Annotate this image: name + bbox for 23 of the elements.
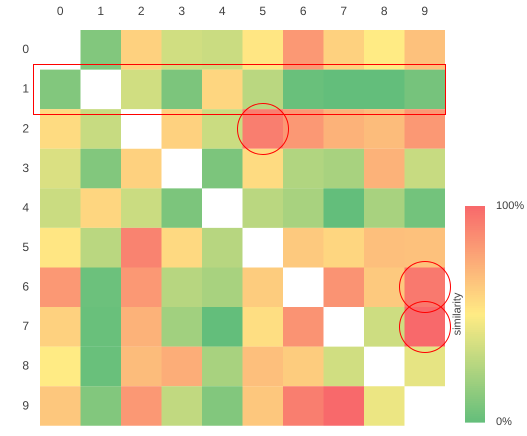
x-tick-label: 4 — [218, 4, 226, 18]
color-bar-title: similarity — [452, 292, 464, 336]
y-tick-label: 5 — [22, 240, 30, 254]
y-tick-label: 8 — [22, 358, 30, 373]
y-tick-label: 0 — [22, 42, 30, 56]
x-tick-label: 8 — [380, 4, 388, 18]
x-tick-label: 0 — [56, 4, 64, 18]
color-bar-label: 100% — [496, 200, 524, 212]
y-tick-label: 9 — [22, 398, 30, 412]
x-tick-label: 3 — [178, 4, 186, 18]
y-tick-label: 3 — [22, 160, 30, 175]
x-tick-label: 9 — [421, 4, 428, 18]
y-tick-label: 6 — [22, 280, 30, 294]
x-tick-label: 2 — [138, 4, 145, 18]
x-tick-label: 5 — [259, 4, 266, 18]
color-bar-label: 0% — [496, 416, 512, 428]
x-tick-label: 7 — [340, 4, 348, 18]
y-tick-label: 4 — [22, 200, 30, 214]
y-tick-label: 7 — [22, 319, 30, 334]
y-tick-label: 1 — [22, 82, 30, 96]
y-tick-label: 2 — [22, 121, 30, 136]
x-tick-label: 1 — [97, 4, 104, 18]
x-tick-label: 6 — [300, 4, 307, 18]
